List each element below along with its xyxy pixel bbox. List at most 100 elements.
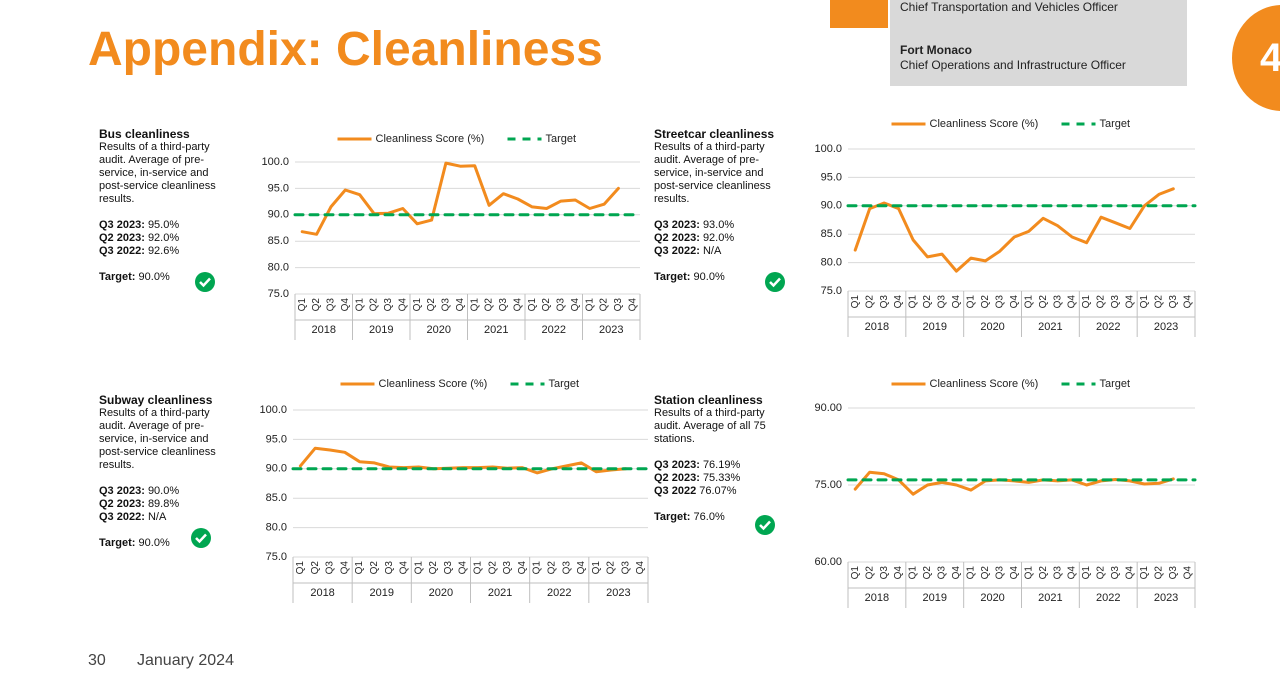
stat-value: 76.19% bbox=[702, 459, 741, 471]
x-group-label: 2021 bbox=[1038, 321, 1062, 333]
stat-label: Q3 2023: bbox=[654, 459, 700, 471]
y-tick-label: 90.0 bbox=[266, 463, 287, 475]
x-group-label: 2023 bbox=[599, 324, 623, 336]
x-tick-label: Q2 bbox=[541, 298, 552, 312]
stat-label: Q3 2022: bbox=[99, 245, 145, 257]
legend-label: Target bbox=[549, 378, 580, 390]
x-tick-label: Q1 bbox=[908, 566, 919, 580]
x-tick-label: Q3 bbox=[325, 561, 336, 575]
stat-value: 92.0% bbox=[147, 232, 180, 244]
stat-value: N/A bbox=[702, 245, 722, 257]
x-tick-label: Q2 bbox=[487, 561, 498, 575]
x-tick-label: Q2 bbox=[369, 298, 380, 312]
x-tick-label: Q4 bbox=[1182, 566, 1193, 580]
panel-description: Results of a third-party audit. Average … bbox=[99, 407, 216, 471]
contact-box: Chief Transportation and Vehicles Office… bbox=[890, 0, 1187, 86]
x-tick-label: Q2 bbox=[311, 298, 322, 312]
y-tick-label: 75.0 bbox=[268, 288, 289, 300]
stat-row: Q2 2023: 92.0% bbox=[654, 232, 784, 245]
stat-row: Q2 2023: 92.0% bbox=[99, 232, 229, 245]
stat-label: Q2 2023: bbox=[99, 498, 145, 510]
x-group-label: 2018 bbox=[312, 324, 336, 336]
y-tick-label: 60.00 bbox=[814, 556, 842, 568]
x-tick-label: Q3 bbox=[384, 561, 395, 575]
x-tick-label: Q3 bbox=[561, 561, 572, 575]
x-group-label: 2019 bbox=[923, 592, 947, 604]
stat-label: Q2 2023: bbox=[99, 232, 145, 244]
stat-row: Q3 2023: 76.19% bbox=[654, 459, 784, 472]
x-tick-label: Q1 bbox=[469, 298, 480, 312]
x-tick-label: Q4 bbox=[893, 295, 904, 309]
target-value: 76.0% bbox=[693, 511, 725, 523]
x-tick-label: Q3 bbox=[1052, 295, 1063, 309]
target-row: Target: 90.0% bbox=[99, 537, 229, 550]
x-tick-label: Q3 bbox=[879, 295, 890, 309]
x-tick-label: Q1 bbox=[413, 561, 424, 575]
x-tick-label: Q2 bbox=[484, 298, 495, 312]
x-group-label: 2023 bbox=[606, 587, 630, 599]
stat-value: 93.0% bbox=[702, 219, 735, 231]
x-group-label: 2019 bbox=[370, 587, 394, 599]
y-tick-label: 90.00 bbox=[814, 402, 842, 414]
x-group-label: 2021 bbox=[488, 587, 512, 599]
x-tick-label: Q1 bbox=[850, 566, 861, 580]
stat-value: 95.0% bbox=[147, 219, 180, 231]
panel-description: Results of a third-party audit. Average … bbox=[99, 141, 216, 205]
x-tick-label: Q4 bbox=[517, 561, 528, 575]
x-tick-label: Q1 bbox=[297, 298, 308, 312]
x-group-label: 2021 bbox=[484, 324, 508, 336]
panel: Subway cleanliness Results of a third-par… bbox=[99, 394, 229, 550]
x-tick-label: Q2 bbox=[1153, 295, 1164, 309]
stat-row: Q3 2023: 93.0% bbox=[654, 219, 784, 232]
x-tick-label: Q3 bbox=[383, 298, 394, 312]
stat-row: Q3 2022: 92.6% bbox=[99, 245, 229, 258]
x-tick-label: Q4 bbox=[455, 298, 466, 312]
stat-value: 92.0% bbox=[702, 232, 735, 244]
y-tick-label: 85.0 bbox=[266, 492, 287, 504]
stat-row: Q3 2022 76.07% bbox=[654, 485, 784, 498]
x-tick-label: Q4 bbox=[951, 295, 962, 309]
stat-row: Q2 2023: 89.8% bbox=[99, 498, 229, 511]
x-tick-label: Q3 bbox=[498, 298, 509, 312]
x-tick-label: Q2 bbox=[1038, 295, 1049, 309]
panel-description: Results of a third-party audit. Average … bbox=[654, 141, 771, 205]
x-tick-label: Q3 bbox=[1110, 566, 1121, 580]
x-tick-label: Q1 bbox=[584, 298, 595, 312]
legend-label: Cleanliness Score (%) bbox=[930, 378, 1039, 390]
x-tick-label: Q1 bbox=[1081, 295, 1092, 309]
x-group-label: 2023 bbox=[1154, 321, 1178, 333]
x-tick-label: Q2 bbox=[864, 566, 875, 580]
y-tick-label: 95.0 bbox=[268, 182, 289, 194]
x-tick-label: Q4 bbox=[512, 298, 523, 312]
check-icon bbox=[191, 528, 211, 548]
x-tick-label: Q4 bbox=[1125, 295, 1136, 309]
legend-label: Target bbox=[546, 133, 577, 145]
x-tick-label: Q3 bbox=[994, 566, 1005, 580]
x-tick-label: Q1 bbox=[1081, 566, 1092, 580]
x-tick-label: Q4 bbox=[399, 561, 410, 575]
x-tick-label: Q3 bbox=[994, 295, 1005, 309]
x-tick-label: Q4 bbox=[1009, 295, 1020, 309]
check-icon bbox=[765, 272, 785, 292]
x-tick-label: Q3 bbox=[443, 561, 454, 575]
x-group-label: 2020 bbox=[429, 587, 453, 599]
x-group-label: 2022 bbox=[547, 587, 571, 599]
stat-label: Q3 2023: bbox=[99, 219, 145, 231]
legend-label: Cleanliness Score (%) bbox=[376, 133, 485, 145]
x-tick-label: Q3 bbox=[1110, 295, 1121, 309]
x-group-label: 2022 bbox=[1096, 321, 1120, 333]
panel: Streetcar cleanliness Results of a third-… bbox=[654, 128, 784, 284]
stat-label: Q3 2022: bbox=[654, 245, 700, 257]
y-tick-label: 80.0 bbox=[821, 257, 842, 269]
x-tick-label: Q4 bbox=[893, 566, 904, 580]
x-tick-label: Q1 bbox=[1139, 566, 1150, 580]
x-tick-label: Q2 bbox=[546, 561, 557, 575]
x-group-label: 2018 bbox=[865, 592, 889, 604]
x-tick-label: Q4 bbox=[340, 298, 351, 312]
x-tick-label: Q2 bbox=[922, 566, 933, 580]
x-tick-label: Q4 bbox=[339, 561, 350, 575]
x-tick-label: Q1 bbox=[1139, 295, 1150, 309]
panel-description: Results of a third-party audit. Average … bbox=[654, 407, 766, 445]
y-tick-label: 100.0 bbox=[259, 404, 287, 416]
